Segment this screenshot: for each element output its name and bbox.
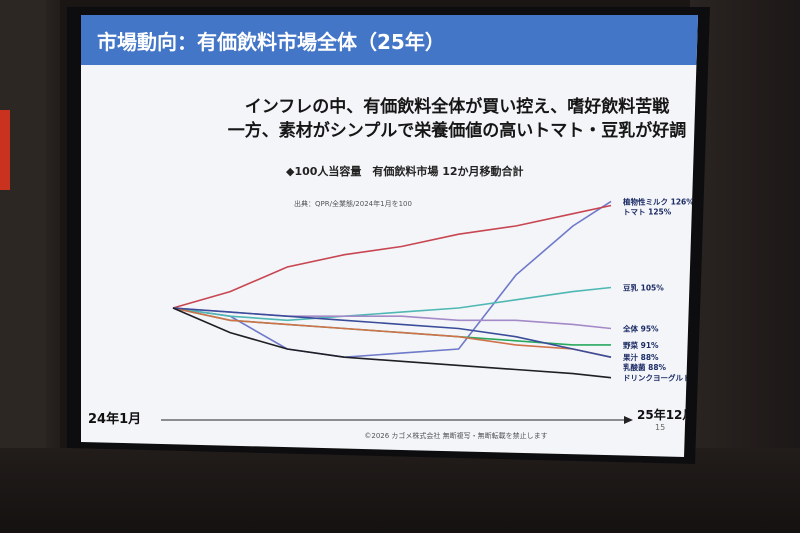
source-caption: 出典：QPR/全業態/2024年1月を100 <box>294 200 412 208</box>
series-line-1 <box>172 204 612 309</box>
line-chart: 植物性ミルク 126%トマト 125% 豆乳 105% 全体 95% 野菜 91% 果汁… <box>88 196 698 427</box>
x-end-label: 25年12月 <box>637 407 694 422</box>
series-line-5 <box>172 307 612 358</box>
timeline-axis: 24年1月 25年12月 <box>88 407 694 427</box>
headline-line-1: インフレの中、有価飲料全体が買い控え、嗜好飲料苦戦 <box>244 97 670 117</box>
series-caption: ◆100人当容量 有価飲料市場 12か月移動合計 <box>286 165 524 178</box>
chart-lines <box>172 200 612 379</box>
series-end-label-3: 全体 95% <box>622 324 659 334</box>
series-line-2 <box>172 286 612 322</box>
slide-title: 市場動向：有価飲料市場全体（25年） <box>97 30 445 54</box>
chart-end-labels: 植物性ミルク 126%トマト 125% 豆乳 105% 全体 95% 野菜 91% 果汁… <box>622 196 698 382</box>
headline-line-2: 一方、素材がシンプルで栄養価値の高いトマト・豆乳が好調 <box>227 121 687 141</box>
series-line-7 <box>172 307 612 379</box>
series-end-label-5: 果汁 88% <box>623 352 659 362</box>
copyright-footer: ©2026 カゴメ株式会社 無断複写・無断転載を禁止します <box>364 432 548 440</box>
series-end-label-1: トマト 125% <box>623 207 672 216</box>
series-line-0 <box>172 200 612 359</box>
series-end-label-6: 乳酸菌 88% <box>623 362 667 372</box>
series-end-label-7: ドリンクヨーグルト 83% <box>623 373 698 383</box>
header-bar: 市場動向：有価飲料市場全体（25年） <box>81 15 698 65</box>
room-wall-left <box>0 0 60 533</box>
headline: インフレの中、有価飲料全体が買い控え、嗜好飲料苦戦 一方、素材がシンプルで栄養価… <box>222 95 692 143</box>
room-wall-right <box>690 0 800 533</box>
timeline-arrowhead <box>624 416 633 424</box>
wall-ledge <box>0 0 46 533</box>
slide-screen: 市場動向：有価飲料市場全体（25年） インフレの中、有価飲料全体が買い控え、嗜好… <box>81 15 698 457</box>
series-line-6 <box>172 307 612 358</box>
series-end-label-2: 豆乳 105% <box>623 283 664 293</box>
series-line-3 <box>172 307 612 330</box>
series-end-label-4: 野菜 91% <box>623 340 659 350</box>
x-start-label: 24年1月 <box>88 411 141 427</box>
page-number: 15 <box>655 423 666 432</box>
red-wall-panel <box>0 110 10 190</box>
series-end-label-0: 植物性ミルク 126% <box>622 196 694 206</box>
